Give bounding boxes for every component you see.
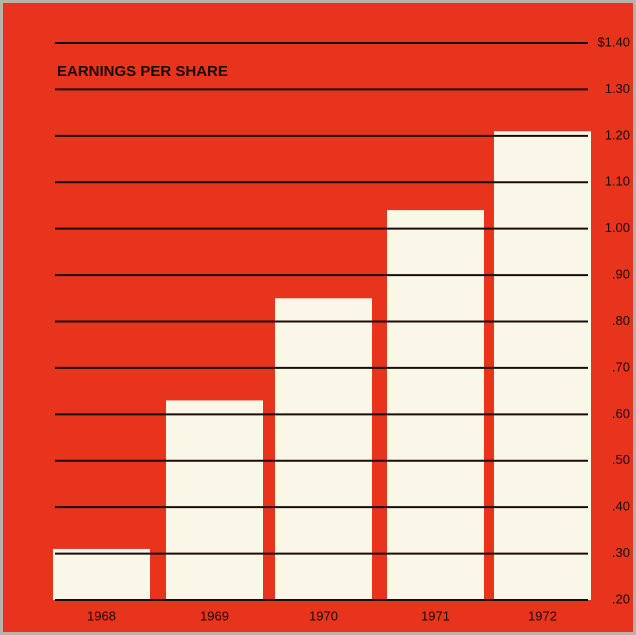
x-tick-label: 1971 bbox=[421, 608, 450, 623]
x-tick-label: 1972 bbox=[528, 608, 557, 623]
y-tick-label: .30 bbox=[612, 545, 630, 560]
x-tick-label: 1970 bbox=[309, 608, 338, 623]
bar bbox=[275, 298, 372, 600]
y-tick-label: $1.40 bbox=[597, 34, 630, 49]
bar bbox=[166, 400, 263, 600]
y-tick-label: .70 bbox=[612, 359, 630, 374]
bar bbox=[53, 548, 150, 600]
y-tick-label: 1.10 bbox=[605, 174, 630, 189]
chart-title: EARNINGS PER SHARE bbox=[57, 63, 228, 80]
y-tick-label: 1.00 bbox=[605, 220, 630, 235]
y-tick-label: 1.30 bbox=[605, 81, 630, 96]
bar bbox=[387, 210, 484, 600]
y-tick-label: .50 bbox=[612, 452, 630, 467]
x-tick-label: 1968 bbox=[87, 608, 116, 623]
y-tick-label: .60 bbox=[612, 406, 630, 421]
x-tick-label: 1969 bbox=[200, 608, 229, 623]
y-tick-label: 1.20 bbox=[605, 127, 630, 142]
y-tick-label: .80 bbox=[612, 313, 630, 328]
y-tick-label: .20 bbox=[612, 591, 630, 606]
y-tick-label: .40 bbox=[612, 499, 630, 514]
y-tick-label: .90 bbox=[612, 267, 630, 282]
bar bbox=[494, 131, 591, 601]
